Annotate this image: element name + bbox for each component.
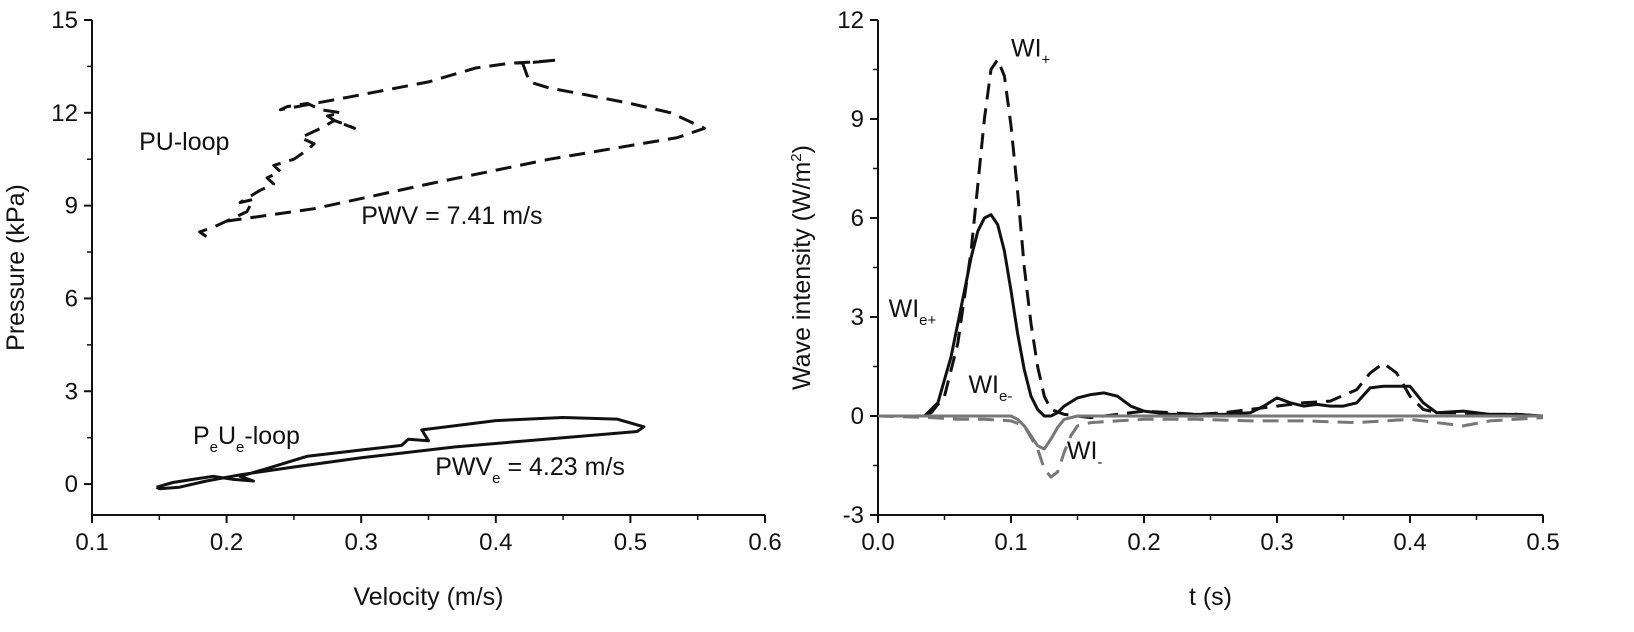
annotation-peue-loop-label: PeUe-loop <box>193 422 300 456</box>
series-wi-minus <box>877 414 1544 479</box>
wave-intensity-x-axis-label: t (s) <box>1189 583 1232 611</box>
pressure-velocity-y-tick-label: 6 <box>65 285 78 312</box>
wave-intensity-y-axis-label: Wave intensity (W/m2) <box>788 145 816 390</box>
wave-intensity-x-tick-label: 0.3 <box>1260 529 1293 556</box>
annotation-wi-minus-label: WI- <box>1067 437 1103 471</box>
pressure-velocity-y-tick-label: 3 <box>65 378 78 405</box>
pressure-velocity-x-tick-label: 0.6 <box>748 529 781 556</box>
wave-intensity-y-tick-label: 3 <box>851 304 864 331</box>
pressure-velocity-y-axis-label: Pressure (kPa) <box>2 184 30 351</box>
wave-intensity-y-tick-label: 12 <box>837 7 864 34</box>
annotation-pwve-label: PWVe = 4.23 m/s <box>435 453 625 487</box>
wave-intensity-plot: 0.0 0.1 0.2 0.3 0.4 0.5 -3 0 3 6 9 12 t (s) Wave inte… <box>788 7 1560 611</box>
series-wi-eplus <box>878 213 1544 418</box>
wave-intensity-x-tick-label: 0.2 <box>1127 529 1160 556</box>
wave-intensity-x-tick-label: 0.4 <box>1393 529 1426 556</box>
series-wi-eminus <box>878 414 1543 451</box>
series-wi-plus <box>878 58 1544 420</box>
wave-intensity-y-tick-label: -3 <box>843 502 864 529</box>
pressure-velocity-x-tick-label: 0.4 <box>479 529 512 556</box>
wave-intensity-y-tick-label: 6 <box>851 205 864 232</box>
pressure-velocity-plot: 0.1 0.2 0.3 0.4 0.5 0.6 0 3 6 9 12 15 Velocity (m/s)… <box>2 7 782 611</box>
annotation-pwv-label: PWV = 7.41 m/s <box>361 202 542 230</box>
wave-intensity-x-tick-label: 0.5 <box>1526 529 1559 556</box>
pressure-velocity-y-tick-label: 9 <box>65 193 78 220</box>
pressure-velocity-y-tick-label: 12 <box>51 100 78 127</box>
wave-intensity-y-tick-label: 0 <box>851 403 864 430</box>
wave-intensity-x-tick-label: 0.0 <box>861 529 894 556</box>
pressure-velocity-x-tick-label: 0.3 <box>345 529 378 556</box>
pressure-velocity-y-tick-label: 0 <box>65 471 78 498</box>
pressure-velocity-x-tick-label: 0.2 <box>210 529 243 556</box>
pressure-velocity-x-tick-label: 0.1 <box>75 529 108 556</box>
annotation-wi-plus-label: WI+ <box>1011 34 1051 68</box>
pressure-velocity-y-tick-label: 15 <box>51 7 78 34</box>
annotation-wi-eplus-label: WIe+ <box>889 295 937 329</box>
pressure-velocity-x-tick-label: 0.5 <box>614 529 647 556</box>
wave-intensity-x-tick-label: 0.1 <box>994 529 1027 556</box>
wave-intensity-y-tick-label: 9 <box>851 106 864 133</box>
series-pu-loop <box>198 58 706 238</box>
annotation-pu-loop-label: PU-loop <box>139 128 229 156</box>
pressure-velocity-x-axis-label: Velocity (m/s) <box>353 583 503 611</box>
series-peue-loop <box>155 416 646 491</box>
annotation-wi-eminus-label: WIe- <box>968 371 1012 405</box>
